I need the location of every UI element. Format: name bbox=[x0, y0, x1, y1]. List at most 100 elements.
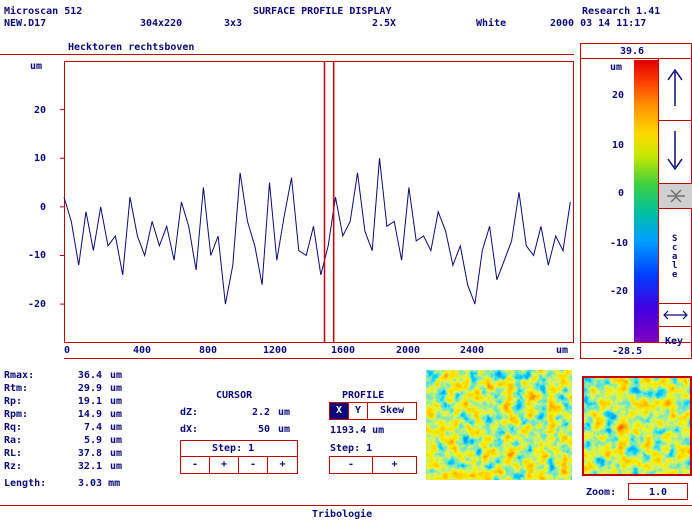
length-label: Length: bbox=[4, 478, 47, 489]
center-scale-button[interactable] bbox=[659, 184, 692, 208]
surface-zoom-image[interactable] bbox=[582, 376, 692, 476]
file-name: NEW.D17 bbox=[4, 18, 47, 29]
arrow-down-icon bbox=[667, 131, 683, 171]
stat-label: Rpm: bbox=[4, 409, 29, 420]
dx-unit: um bbox=[278, 424, 291, 435]
legend-tick: -20 bbox=[610, 286, 629, 297]
legend-tick: 0 bbox=[618, 188, 625, 199]
surface-map-image[interactable] bbox=[426, 370, 572, 480]
profile-title: Hecktoren rechtsboven bbox=[68, 42, 195, 53]
stat-unit: um bbox=[110, 422, 123, 433]
filter-size: 3x3 bbox=[224, 18, 243, 29]
legend-tick: 10 bbox=[612, 140, 625, 151]
x-tick-label: 800 bbox=[199, 345, 218, 356]
cursor-x-plus-button[interactable]: + bbox=[279, 459, 286, 470]
profile-step: Step: 1 bbox=[330, 443, 373, 454]
stat-label: Rp: bbox=[4, 396, 23, 407]
stat-value: 7.4 bbox=[83, 422, 102, 433]
compress-icon bbox=[667, 189, 685, 203]
x-axis-rule bbox=[64, 358, 574, 359]
profile-line bbox=[63, 158, 571, 305]
profile-step-buttons bbox=[329, 456, 417, 474]
y-tick-label: 10 bbox=[34, 153, 47, 165]
color-scale-bar bbox=[634, 60, 658, 342]
dx-label: dX: bbox=[180, 424, 199, 435]
x-tick-label: 0 bbox=[64, 345, 71, 356]
dx-value: 50 bbox=[257, 424, 270, 435]
zoom-value: 1.0 bbox=[648, 487, 668, 498]
stat-value: 37.8 bbox=[77, 448, 102, 459]
stat-unit: um bbox=[110, 396, 123, 407]
edition: Research 1.41 bbox=[582, 6, 661, 17]
stat-value: 32.1 bbox=[77, 461, 102, 472]
profile-plot[interactable] bbox=[64, 61, 574, 343]
stat-label: Ra: bbox=[4, 435, 23, 446]
y-unit-label: um bbox=[30, 61, 43, 72]
cursor-z-minus-button[interactable]: - bbox=[181, 457, 210, 473]
stat-value: 5.9 bbox=[83, 435, 102, 446]
screen-title: SURFACE PROFILE DISPLAY bbox=[253, 6, 392, 17]
profile-axis-selector bbox=[329, 402, 417, 420]
title-rule bbox=[0, 54, 574, 55]
stat-label: RL: bbox=[4, 448, 23, 459]
x-tick-label: 2400 bbox=[460, 345, 485, 356]
legend-unit: um bbox=[610, 62, 623, 73]
stat-value: 36.4 bbox=[77, 370, 102, 381]
legend-max: 39.6 bbox=[620, 46, 645, 57]
stat-unit: um bbox=[110, 383, 123, 394]
profile-x-button[interactable]: X bbox=[330, 403, 348, 419]
color-mode: White bbox=[476, 18, 507, 29]
stat-unit: um bbox=[110, 409, 123, 420]
scale-down-button[interactable] bbox=[659, 121, 692, 183]
y-tick-label: 20 bbox=[34, 104, 47, 116]
cursor-x-minus-button[interactable]: - bbox=[239, 457, 268, 473]
product-name: Microscan 512 bbox=[4, 6, 83, 17]
cursor-title: CURSOR bbox=[216, 390, 253, 401]
key-button[interactable]: Key bbox=[665, 336, 684, 347]
zoom-field[interactable]: 1.0 bbox=[628, 483, 688, 500]
footer-rule bbox=[0, 505, 692, 506]
legend-bottom-rule bbox=[580, 342, 692, 343]
scale-button[interactable]: Scale bbox=[659, 209, 692, 303]
stat-label: Rq: bbox=[4, 422, 23, 433]
stat-unit: um bbox=[110, 461, 123, 472]
dz-label: dZ: bbox=[180, 407, 199, 418]
image-size: 304x220 bbox=[140, 18, 183, 29]
profile-position: 1193.4 um bbox=[330, 425, 385, 436]
legend-tick: 20 bbox=[612, 90, 625, 101]
zoom-label: Zoom: bbox=[586, 487, 617, 498]
scale-arrows-button[interactable] bbox=[659, 304, 692, 326]
profile-plus-button[interactable]: + bbox=[391, 459, 398, 470]
footer-label: Tribologie bbox=[312, 509, 373, 520]
length-value: 3.03 mm bbox=[78, 478, 121, 489]
cursor-step-box bbox=[180, 440, 298, 474]
cursor-z-plus-button[interactable]: + bbox=[210, 457, 239, 473]
stat-label: Rmax: bbox=[4, 370, 35, 381]
y-tick-label: -20 bbox=[28, 299, 47, 311]
stat-label: Rtm: bbox=[4, 383, 29, 394]
x-tick-label: 2000 bbox=[396, 345, 421, 356]
profile-plot-svg bbox=[60, 61, 571, 343]
date-time: 2000 03 14 11:17 bbox=[550, 18, 647, 29]
dz-value: 2.2 bbox=[251, 407, 270, 418]
x-tick-label: 400 bbox=[133, 345, 152, 356]
profile-skew-button[interactable]: Skew bbox=[379, 405, 405, 416]
x-tick-label: 1600 bbox=[331, 345, 356, 356]
profile-minus-button[interactable]: - bbox=[330, 457, 373, 473]
stat-value: 19.1 bbox=[77, 396, 102, 407]
stat-value: 14.9 bbox=[77, 409, 102, 420]
profile-panel-title: PROFILE bbox=[342, 390, 385, 401]
profile-y-button[interactable]: Y bbox=[348, 403, 368, 419]
dz-unit: um bbox=[278, 407, 291, 418]
horizontal-arrows-icon bbox=[663, 310, 688, 320]
arrow-up-icon bbox=[667, 68, 683, 106]
zoom-factor: 2.5X bbox=[372, 18, 397, 29]
cursor-step: Step: 1 bbox=[212, 443, 255, 454]
stat-label: Rz: bbox=[4, 461, 23, 472]
stat-unit: um bbox=[110, 448, 123, 459]
scale-label: Scale bbox=[672, 234, 678, 280]
stat-value: 29.9 bbox=[77, 383, 102, 394]
scale-up-button[interactable] bbox=[659, 58, 692, 120]
stat-unit: um bbox=[110, 435, 123, 446]
legend-min: -28.5 bbox=[612, 346, 643, 357]
